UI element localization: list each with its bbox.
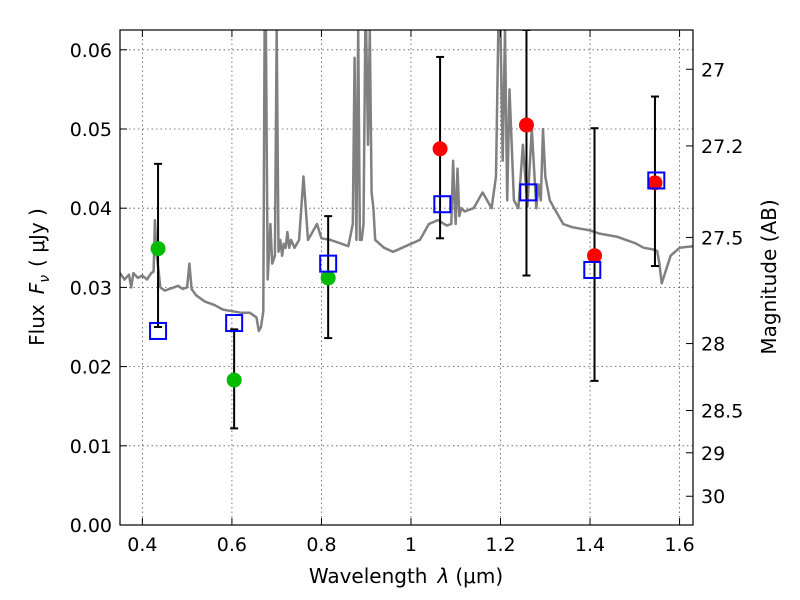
y2-tick-label: 29 (701, 443, 725, 465)
markers (149, 117, 666, 388)
x-axis-symbol: λ (437, 564, 450, 588)
model-point (519, 183, 538, 202)
y2-tick-label: 27 (701, 59, 725, 81)
axis-ticks: 0.4 0.6 0.8 1 1.2 1.4 1.6 0.00 0.01 0.02 0.03 0.04 0… (70, 30, 743, 556)
x-tick-label: 1 (405, 534, 417, 556)
y-axis-symbol: F (25, 282, 49, 294)
x-axis-label: Wavelength (309, 564, 428, 588)
data-point (518, 117, 534, 133)
y-tick-label: 0.06 (70, 40, 112, 62)
x-tick-label: 0.6 (217, 534, 247, 556)
x-axis-title: Wavelength λ (μm) (309, 564, 503, 588)
y-tick-label: 0.02 (70, 357, 112, 379)
model-point (583, 260, 602, 279)
data-point (587, 248, 603, 264)
model-point (225, 314, 244, 333)
x-tick-label: 0.4 (127, 534, 157, 556)
y-axis-unit: ( μJy ) (25, 208, 49, 267)
model-point (319, 254, 338, 273)
x-tick-label: 1.2 (485, 534, 515, 556)
model-point (433, 195, 452, 214)
y2-tick-label: 27.2 (701, 136, 743, 158)
grid (120, 30, 693, 526)
y2-tick-label: 28 (701, 334, 725, 356)
y2-tick-label: 28.5 (701, 401, 743, 423)
data-point (320, 270, 336, 286)
plot-frame (119, 29, 694, 526)
spectrum-layer (120, 30, 693, 333)
model-spectrum-line (120, 30, 693, 333)
x-axis-unit: (μm) (455, 564, 503, 588)
y2-tick-label: 27.5 (701, 227, 743, 249)
y2-tick-label: 30 (701, 486, 725, 508)
y-axis-label: Flux (25, 304, 49, 346)
y-tick-label: 0.01 (70, 436, 112, 458)
y-tick-label: 0.03 (70, 277, 112, 299)
y-axis-title: Flux Fν ( μJy ) (25, 208, 53, 346)
y2-axis-title: Magnitude (AB) (757, 199, 781, 354)
y-tick-label: 0.00 (70, 515, 112, 537)
model-point (647, 171, 666, 190)
y-tick-label: 0.05 (70, 119, 112, 141)
y-tick-label: 0.04 (70, 198, 112, 220)
x-tick-label: 1.4 (575, 534, 605, 556)
x-tick-label: 1.6 (664, 534, 694, 556)
data-point (432, 141, 448, 157)
data-point (647, 175, 663, 191)
y-axis-subscript: ν (37, 275, 53, 283)
x-tick-label: 0.8 (306, 534, 336, 556)
data-point (150, 241, 166, 257)
data-point (226, 372, 242, 388)
model-point (149, 321, 168, 340)
